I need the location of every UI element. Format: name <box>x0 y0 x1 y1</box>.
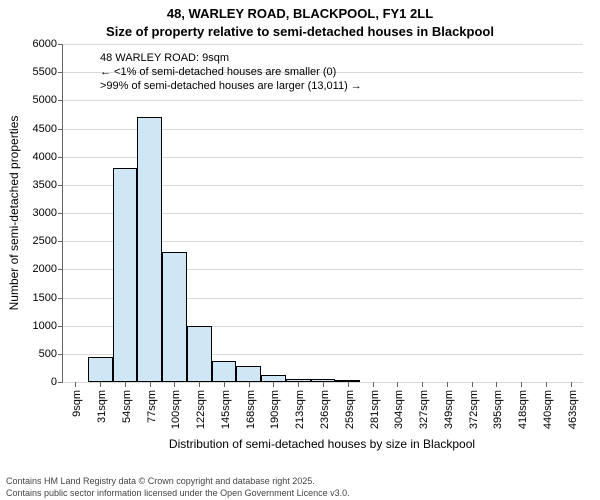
xtick-mark <box>249 382 250 387</box>
xtick-label: 395sqm <box>492 390 504 429</box>
histogram-bar <box>137 117 162 382</box>
histogram-bar <box>187 326 212 382</box>
xtick-label: 372sqm <box>468 390 480 429</box>
xtick-label: 327sqm <box>418 390 430 429</box>
xtick-mark <box>422 382 423 387</box>
gridline <box>63 44 583 45</box>
xtick-mark <box>447 382 448 387</box>
xtick-label: 349sqm <box>443 390 455 429</box>
chart-container: 48, WARLEY ROAD, BLACKPOOL, FY1 2LL Size… <box>0 0 600 500</box>
chart-title-line2: Size of property relative to semi-detach… <box>0 24 600 39</box>
xtick-label: 100sqm <box>170 390 182 429</box>
ytick-label: 1500 <box>33 292 63 304</box>
histogram-bar <box>212 361 237 382</box>
y-axis-label: Number of semi-detached properties <box>7 116 21 311</box>
xtick-mark <box>75 382 76 387</box>
ytick-label: 4000 <box>33 151 63 163</box>
chart-title-line1: 48, WARLEY ROAD, BLACKPOOL, FY1 2LL <box>0 6 600 21</box>
xtick-label: 145sqm <box>220 390 232 429</box>
ytick-label: 2500 <box>33 235 63 247</box>
ytick-label: 3000 <box>33 207 63 219</box>
histogram-bar <box>261 375 286 382</box>
xtick-label: 190sqm <box>269 390 281 429</box>
footnote-line-2: Contains public sector information licen… <box>6 488 350 498</box>
xtick-label: 259sqm <box>344 390 356 429</box>
annotation-line-2: ← <1% of semi-detached houses are smalle… <box>100 66 362 80</box>
xtick-label: 213sqm <box>294 390 306 429</box>
footnote-line-1: Contains HM Land Registry data © Crown c… <box>6 476 315 486</box>
plot-area: 0500100015002000250030003500400045005000… <box>62 44 583 383</box>
ytick-label: 2000 <box>33 263 63 275</box>
xtick-label: 236sqm <box>319 390 331 429</box>
xtick-mark <box>273 382 274 387</box>
xtick-mark <box>199 382 200 387</box>
xtick-mark <box>373 382 374 387</box>
histogram-bar <box>113 168 138 382</box>
xtick-label: 304sqm <box>393 390 405 429</box>
annotation-box: 48 WARLEY ROAD: 9sqm ← <1% of semi-detac… <box>100 52 362 93</box>
histogram-bar <box>162 252 187 382</box>
xtick-mark <box>323 382 324 387</box>
xtick-label: 122sqm <box>195 390 207 429</box>
xtick-label: 418sqm <box>517 390 529 429</box>
histogram-bar <box>236 366 261 382</box>
xtick-label: 77sqm <box>146 390 158 423</box>
ytick-label: 5000 <box>33 94 63 106</box>
xtick-mark <box>348 382 349 387</box>
xtick-mark <box>100 382 101 387</box>
xtick-label: 31sqm <box>96 390 108 423</box>
xtick-label: 440sqm <box>542 390 554 429</box>
xtick-mark <box>125 382 126 387</box>
xtick-label: 281sqm <box>369 390 381 429</box>
xtick-mark <box>571 382 572 387</box>
ytick-label: 0 <box>51 376 63 388</box>
xtick-label: 463sqm <box>567 390 579 429</box>
xtick-mark <box>224 382 225 387</box>
xtick-label: 54sqm <box>121 390 133 423</box>
x-axis-label: Distribution of semi-detached houses by … <box>169 437 475 451</box>
ytick-label: 4500 <box>33 123 63 135</box>
xtick-mark <box>397 382 398 387</box>
ytick-label: 3500 <box>33 179 63 191</box>
xtick-mark <box>174 382 175 387</box>
xtick-label: 168sqm <box>245 390 257 429</box>
annotation-line-1: 48 WARLEY ROAD: 9sqm <box>100 52 362 66</box>
xtick-mark <box>472 382 473 387</box>
xtick-mark <box>546 382 547 387</box>
ytick-label: 500 <box>39 348 63 360</box>
xtick-mark <box>150 382 151 387</box>
ytick-label: 6000 <box>33 38 63 50</box>
ytick-label: 5500 <box>33 66 63 78</box>
histogram-bar <box>88 357 113 382</box>
xtick-label: 9sqm <box>71 390 83 417</box>
xtick-mark <box>521 382 522 387</box>
xtick-mark <box>298 382 299 387</box>
annotation-line-3: >99% of semi-detached houses are larger … <box>100 80 362 94</box>
gridline <box>63 100 583 101</box>
xtick-mark <box>496 382 497 387</box>
ytick-label: 1000 <box>33 320 63 332</box>
